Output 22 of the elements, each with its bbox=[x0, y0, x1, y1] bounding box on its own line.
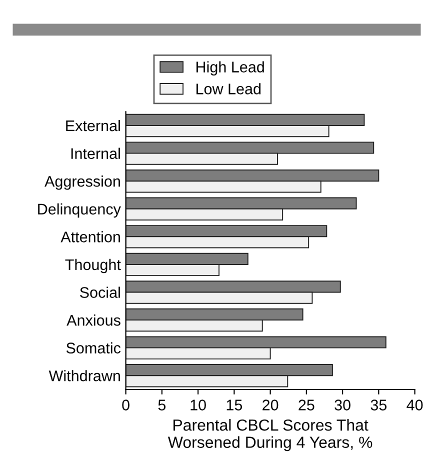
x-tick-label: 25 bbox=[298, 400, 314, 410]
y-tick-label: Aggression bbox=[44, 176, 120, 190]
x-axis-title: Parental CBCL Scores That Worsened During 4 Years, % bbox=[168, 419, 372, 452]
y-tick-label: Thought bbox=[65, 258, 121, 274]
x-tick-label: 0 bbox=[122, 400, 130, 410]
y-tick-label: Internal bbox=[71, 148, 120, 159]
y-tick-label: Withdrawn bbox=[48, 370, 120, 382]
x-tick-label: 40 bbox=[406, 400, 423, 410]
x-tick-label: 30 bbox=[334, 400, 350, 410]
y-tick-label: Somatic bbox=[66, 342, 121, 354]
x-tick-label: 35 bbox=[370, 400, 387, 410]
legend-label: Low Lead bbox=[196, 83, 261, 94]
legend-label: High Lead bbox=[196, 61, 264, 76]
x-tick-label: 20 bbox=[262, 400, 278, 410]
y-tick-label: External bbox=[66, 120, 120, 132]
x-tick-label: 15 bbox=[226, 400, 242, 410]
y-tick-label: Delinquency bbox=[38, 203, 121, 218]
y-tick-label: Attention bbox=[60, 231, 120, 242]
x-tick-label: 10 bbox=[190, 400, 206, 410]
y-tick-label: Social bbox=[80, 286, 120, 298]
x-tick-label: 5 bbox=[158, 400, 166, 410]
y-tick-label: Anxious bbox=[66, 314, 120, 326]
